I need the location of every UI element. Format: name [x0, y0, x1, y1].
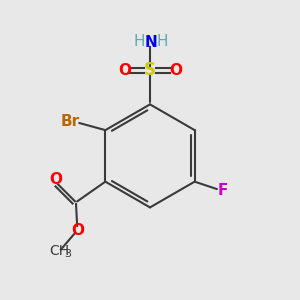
Text: H: H [157, 34, 168, 49]
Text: Br: Br [61, 114, 80, 129]
Text: O: O [169, 63, 182, 78]
Text: F: F [218, 183, 228, 198]
Text: O: O [49, 172, 62, 187]
Text: H: H [133, 34, 145, 49]
Text: O: O [71, 223, 84, 238]
Text: 3: 3 [64, 249, 71, 260]
Text: CH: CH [50, 244, 70, 258]
Text: N: N [144, 35, 157, 50]
Text: S: S [144, 61, 156, 80]
Text: O: O [118, 63, 131, 78]
